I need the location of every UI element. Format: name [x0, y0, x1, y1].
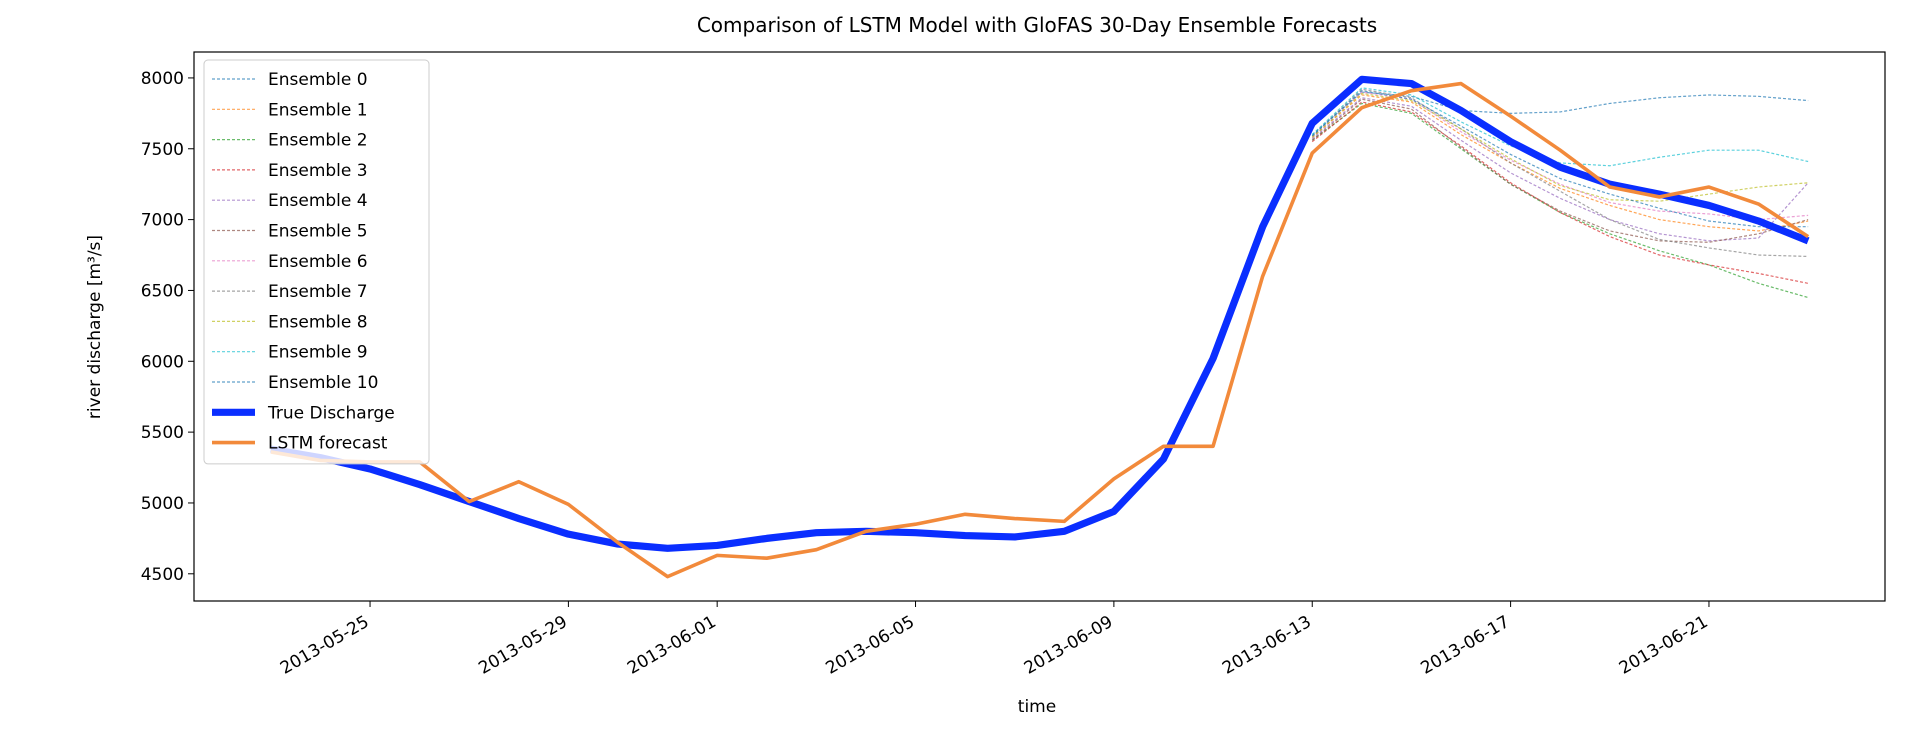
series-line — [270, 81, 1810, 579]
legend-label: Ensemble 7 — [268, 282, 368, 302]
y-tick-label: 6000 — [141, 352, 184, 372]
x-tick-label: 2013-06-13 — [1219, 612, 1315, 679]
x-tick-label: 2013-06-09 — [1021, 612, 1117, 679]
y-axis-label: river discharge [m³/s] — [85, 235, 105, 419]
legend-label: True Discharge — [267, 403, 395, 423]
legend: Ensemble 0 Ensemble 1 Ensemble 2 Ensemble 3… — [203, 59, 430, 465]
legend-label: Ensemble 9 — [268, 343, 368, 363]
series-line — [1311, 87, 1809, 167]
y-tick-label: 8000 — [141, 69, 184, 89]
x-tick-label: 2013-06-17 — [1418, 612, 1514, 679]
series-line — [1311, 90, 1809, 228]
legend-label: LSTM forecast — [268, 434, 388, 454]
x-tick-label: 2013-06-21 — [1616, 612, 1712, 679]
series-line — [1311, 92, 1809, 202]
y-tick-label: 7000 — [141, 211, 184, 231]
series-line — [1311, 98, 1809, 243]
plot-frame — [193, 51, 1886, 602]
legend-label: Ensemble 10 — [268, 373, 378, 393]
legend-label: Ensemble 1 — [268, 100, 368, 120]
legend-label: Ensemble 6 — [268, 252, 368, 272]
series-line — [270, 75, 1810, 552]
series-line — [1311, 101, 1809, 284]
series-line — [1311, 102, 1809, 299]
series-line — [1311, 91, 1809, 221]
x-tick-label: 2013-05-25 — [277, 612, 373, 679]
y-tick-label: 7500 — [141, 140, 184, 160]
y-tick-label: 6500 — [141, 281, 184, 301]
legend-label: Ensemble 0 — [268, 70, 368, 90]
x-axis-label: time — [1018, 697, 1056, 717]
y-tick-label: 5500 — [141, 423, 184, 443]
x-tick-label: 2013-06-01 — [624, 612, 720, 679]
legend-label: Ensemble 3 — [268, 161, 368, 181]
legend-box — [203, 59, 430, 465]
legend-label: Ensemble 5 — [268, 222, 368, 242]
legend-label: Ensemble 4 — [268, 191, 368, 211]
series-line — [1311, 91, 1809, 136]
legend-label: Ensemble 8 — [268, 312, 368, 332]
chart-title: Comparison of LSTM Model with GloFAS 30-… — [697, 13, 1377, 37]
legend-label: Ensemble 2 — [268, 131, 368, 151]
y-tick-label: 5000 — [141, 494, 184, 514]
series-line — [1311, 94, 1809, 232]
series-line — [1311, 88, 1809, 258]
y-tick-label: 4500 — [141, 565, 184, 585]
x-tick-label: 2013-05-29 — [475, 612, 571, 679]
x-tick-label: 2013-06-05 — [822, 612, 918, 679]
